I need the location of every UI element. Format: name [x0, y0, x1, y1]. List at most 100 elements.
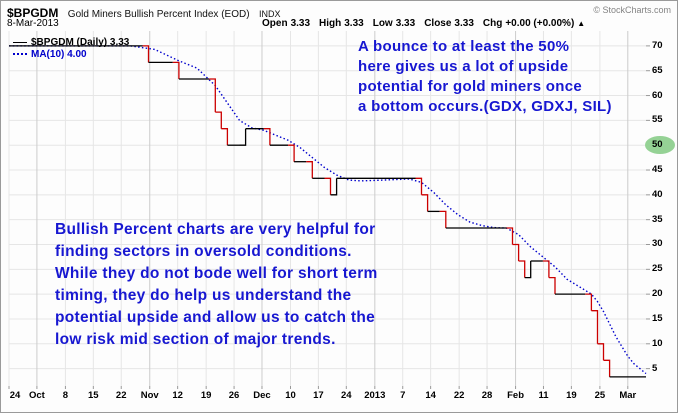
price-line-segment: [548, 276, 556, 295]
y-axis-label: 65: [652, 64, 663, 76]
ohlc-label: Close: [424, 18, 452, 29]
highlight-oval: [645, 136, 675, 155]
x-axis-label: 8: [62, 390, 69, 401]
x-axis-label: 10: [285, 390, 296, 401]
annotation-line: timing, they do help us understand the: [55, 287, 352, 304]
y-axis-label: 10: [652, 337, 663, 349]
annotation-bottom-left: Bullish Percent charts are very helpful …: [55, 219, 378, 351]
x-axis-label: 19: [566, 390, 577, 401]
y-axis-label: 20: [652, 288, 663, 300]
price-line-segment: [263, 128, 271, 146]
y-axis-label: 35: [652, 213, 663, 225]
x-axis-label: 14: [425, 390, 436, 401]
annotation-line: While they do not bode well for short te…: [55, 265, 378, 282]
legend-price: $BPGDM (Daily) 3.33: [13, 37, 129, 49]
y-axis-label: 55: [652, 114, 663, 126]
date-label: 8-Mar-2013: [7, 18, 59, 29]
price-line-segment: [585, 293, 593, 311]
price-line-segment: [591, 310, 599, 344]
ohlc-label: Open: [262, 18, 288, 29]
x-axis-label: 17: [313, 390, 324, 401]
annotation-line: A bounce to at least the 50%: [358, 38, 570, 55]
x-axis-label: 26: [228, 390, 240, 401]
x-axis-label: 24: [9, 390, 21, 401]
legend-price-label: $BPGDM (Daily) 3.33: [31, 37, 130, 48]
annotation-line: a bottom occurs.(GDX, GDXJ, SIL): [358, 98, 612, 115]
x-axis-label: 22: [453, 390, 465, 401]
annotation-line: potential upside and allow us to catch t…: [55, 309, 376, 326]
x-axis-label: 15: [88, 390, 99, 401]
quote-row: 8-Mar-2013 Open 3.33 High 3.33 Low 3.33 Close 3.…: [7, 18, 671, 29]
y-axis-label: 45: [652, 164, 663, 176]
legend-ma-label: MA(10) 4.00: [31, 49, 87, 60]
annotation-line: Bullish Percent charts are very helpful …: [55, 221, 376, 238]
annotation-line: potential for gold miners once: [358, 78, 583, 95]
price-line-segment: [172, 61, 180, 79]
x-axis-label: 28: [481, 390, 493, 401]
x-axis-label: Mar: [619, 390, 637, 401]
ohlc-value: 3.33: [344, 18, 364, 29]
ohlc-values: Open 3.33 High 3.33 Low 3.33 Close 3.33 Chg +0.00…: [253, 18, 585, 29]
ohlc-value: +0.00 (+0.00%): [505, 18, 575, 29]
y-axis-label: 30: [652, 238, 663, 250]
price-line-segment: [603, 359, 611, 377]
y-axis-label: 15: [652, 312, 663, 324]
price-line-segment: [518, 260, 526, 278]
annotation-top-right: A bounce to at least the 50% here gives …: [358, 37, 612, 117]
x-axis-label: 22: [115, 390, 127, 401]
y-axis-label: 5: [652, 362, 658, 374]
x-axis-label: Feb: [507, 390, 525, 401]
legend-ma: MA(10) 4.00: [13, 49, 129, 61]
change-arrow-icon: ▲: [577, 19, 586, 28]
price-line-segment: [439, 210, 447, 228]
annotation-line: finding sectors in oversold conditions.: [55, 243, 352, 260]
price-line-segment: [512, 243, 520, 261]
price-line-segment: [506, 227, 514, 245]
y-axis-label: 40: [652, 188, 663, 200]
price-line-segment: [306, 161, 313, 179]
exchange-label: INDX: [258, 9, 281, 19]
price-line-segment: [524, 261, 532, 279]
price-line-segment: [142, 45, 150, 63]
x-axis-label: Oct: [28, 390, 45, 401]
ma10-line: [9, 45, 647, 375]
chart-header: $BPGDM Gold Miners Bullish Percent Index…: [7, 4, 671, 20]
x-axis-label: 2013: [364, 390, 386, 401]
chart-legend: $BPGDM (Daily) 3.33 MA(10) 4.00: [13, 37, 129, 61]
price-line-segment: [221, 128, 229, 146]
symbol: $BPGDM: [7, 6, 59, 20]
y-axis-label: 50: [652, 139, 663, 151]
ohlc-value: 3.33: [454, 18, 474, 29]
annotation-line: here gives us a lot of upside: [358, 58, 569, 75]
x-axis-label: 7: [400, 390, 406, 401]
price-line-segment: [330, 178, 338, 196]
price-line-segment: [239, 128, 247, 146]
price-line-segment: [415, 177, 423, 195]
ohlc-value: 3.33: [290, 18, 311, 29]
x-axis-label: 24: [341, 390, 352, 401]
price-line-segment: [421, 194, 429, 212]
y-axis-label: 70: [652, 39, 663, 51]
copyright: © StockCharts.com: [593, 5, 671, 15]
price-line-segment: [324, 177, 332, 195]
ohlc-label: Chg: [482, 18, 503, 29]
annotation-line: low risk mid section of major trends.: [55, 331, 336, 348]
price-line-segment: [542, 260, 550, 278]
price-line-segment: [288, 144, 295, 162]
price-line-swatch: [13, 41, 27, 43]
y-axis-label: 60: [652, 89, 663, 101]
x-axis-label: 25: [594, 390, 606, 401]
ma-line-swatch: [13, 53, 27, 56]
ohlc-value: 3.33: [395, 18, 416, 29]
y-axis-label: 25: [652, 263, 663, 275]
price-line-segment: [209, 78, 216, 113]
x-axis-label: 11: [538, 390, 549, 401]
price-line-segment: [215, 111, 222, 129]
page-title: Gold Miners Bullish Percent Index (EOD): [67, 9, 250, 20]
ohlc-label: High: [319, 18, 342, 29]
x-axis-label: Nov: [140, 390, 159, 401]
ohlc-label: Low: [372, 18, 393, 29]
x-axis-label: 12: [172, 390, 183, 401]
